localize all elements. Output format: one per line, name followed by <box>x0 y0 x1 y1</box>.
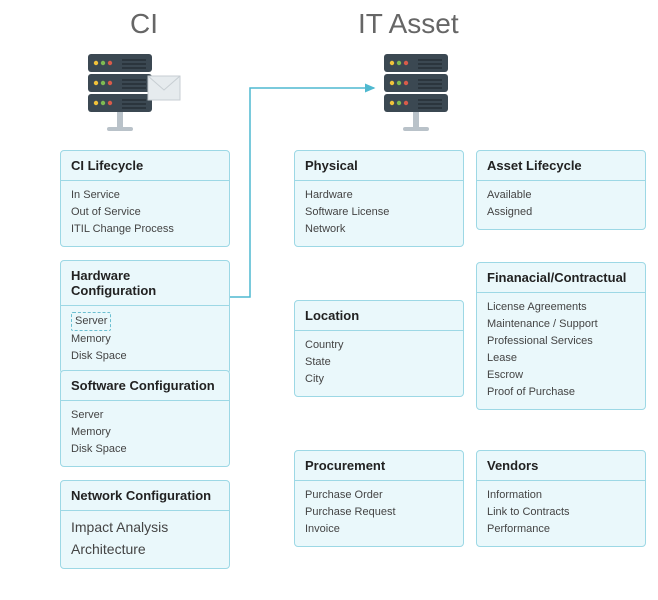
card-ci-lifecycle: CI Lifecycle In Service Out of Service I… <box>60 150 230 247</box>
list-item: Impact Analysis <box>71 517 219 539</box>
ci-server-icon <box>82 54 192 149</box>
list-item: Disk Space <box>71 348 219 365</box>
list-item: Out of Service <box>71 204 219 221</box>
list-item: Invoice <box>305 521 453 538</box>
list-item: Server <box>71 407 219 424</box>
list-item: State <box>305 354 453 371</box>
card-title: Finanacial/Contractual <box>477 263 645 293</box>
card-title: Hardware Configuration <box>61 261 229 306</box>
list-item: License Agreements <box>487 299 635 316</box>
list-item: Architecture <box>71 539 219 561</box>
list-item: Purchase Order <box>305 487 453 504</box>
card-title: Asset Lifecycle <box>477 151 645 181</box>
list-item: Lease <box>487 350 635 367</box>
card-location: Location Country State City <box>294 300 464 397</box>
card-title: Location <box>295 301 463 331</box>
list-item: Hardware <box>305 187 453 204</box>
it-asset-server-icon <box>378 54 468 149</box>
card-title: Physical <box>295 151 463 181</box>
list-item: Escrow <box>487 367 635 384</box>
list-item: Country <box>305 337 453 354</box>
list-item: Memory <box>71 424 219 441</box>
list-item: Disk Space <box>71 441 219 458</box>
list-item: Purchase Request <box>305 504 453 521</box>
card-title: Network Configuration <box>61 481 229 511</box>
list-item-highlighted: Server <box>71 312 219 331</box>
list-item: Performance <box>487 521 635 538</box>
list-item: Network <box>305 221 453 238</box>
card-title: CI Lifecycle <box>61 151 229 181</box>
heading-it-asset: IT Asset <box>358 8 459 40</box>
list-item: Memory <box>71 331 219 348</box>
list-item: ITIL Change Process <box>71 221 219 238</box>
card-physical: Physical Hardware Software License Netwo… <box>294 150 464 247</box>
card-hardware-configuration: Hardware Configuration Server Memory Dis… <box>60 260 230 374</box>
card-title: Software Configuration <box>61 371 229 401</box>
envelope-icon <box>148 76 180 100</box>
card-vendors: Vendors Information Link to Contracts Pe… <box>476 450 646 547</box>
list-item: Information <box>487 487 635 504</box>
list-item: City <box>305 371 453 388</box>
card-procurement: Procurement Purchase Order Purchase Requ… <box>294 450 464 547</box>
list-item: Link to Contracts <box>487 504 635 521</box>
list-item: Maintenance / Support <box>487 316 635 333</box>
heading-ci: CI <box>130 8 158 40</box>
list-item: Assigned <box>487 204 635 221</box>
list-item: Software License <box>305 204 453 221</box>
list-item: Proof of Purchase <box>487 384 635 401</box>
card-asset-lifecycle: Asset Lifecycle Available Assigned <box>476 150 646 230</box>
list-item: Available <box>487 187 635 204</box>
card-software-configuration: Software Configuration Server Memory Dis… <box>60 370 230 467</box>
card-title: Vendors <box>477 451 645 481</box>
card-title: Procurement <box>295 451 463 481</box>
list-item: In Service <box>71 187 219 204</box>
list-item: Professional Services <box>487 333 635 350</box>
card-network-configuration: Network Configuration Impact Analysis Ar… <box>60 480 230 569</box>
card-financial-contractual: Finanacial/Contractual License Agreement… <box>476 262 646 410</box>
